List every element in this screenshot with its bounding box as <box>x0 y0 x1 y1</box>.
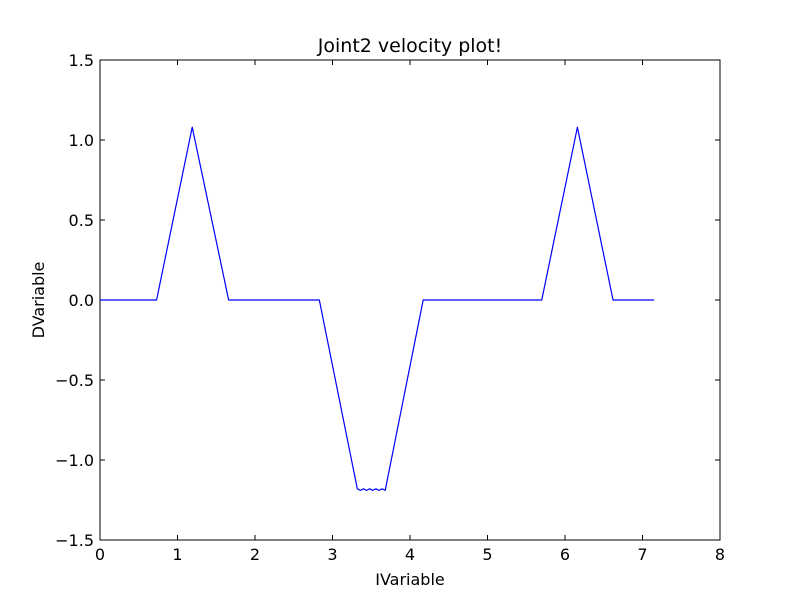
x-tick-label: 4 <box>405 545 415 564</box>
y-tick-label: 1.5 <box>69 51 94 70</box>
x-axis-ticks: 0 1 2 3 4 5 6 7 8 <box>95 60 725 564</box>
chart-title: Joint2 velocity plot! <box>317 35 502 57</box>
x-tick-label: 5 <box>482 545 492 564</box>
x-tick-label: 1 <box>172 545 182 564</box>
x-tick-label: 0 <box>95 545 105 564</box>
x-tick-label: 2 <box>250 545 260 564</box>
x-tick-label: 6 <box>560 545 570 564</box>
y-axis-ticks: 1.5 1.0 0.5 0.0 −0.5 −1.0 −1.5 <box>55 51 720 550</box>
y-tick-label: 1.0 <box>69 131 94 150</box>
y-tick-label: 0.5 <box>69 211 94 230</box>
y-tick-label: −1.0 <box>55 451 94 470</box>
series-line <box>100 126 655 491</box>
y-tick-label: 0.0 <box>69 291 94 310</box>
y-tick-label: −1.5 <box>55 531 94 550</box>
x-tick-label: 3 <box>327 545 337 564</box>
y-tick-label: −0.5 <box>55 371 94 390</box>
x-tick-label: 7 <box>637 545 647 564</box>
y-axis-label: DVariable <box>29 262 48 339</box>
series-layer <box>100 126 655 491</box>
x-axis-label: IVariable <box>375 570 445 589</box>
x-tick-label: 8 <box>715 545 725 564</box>
